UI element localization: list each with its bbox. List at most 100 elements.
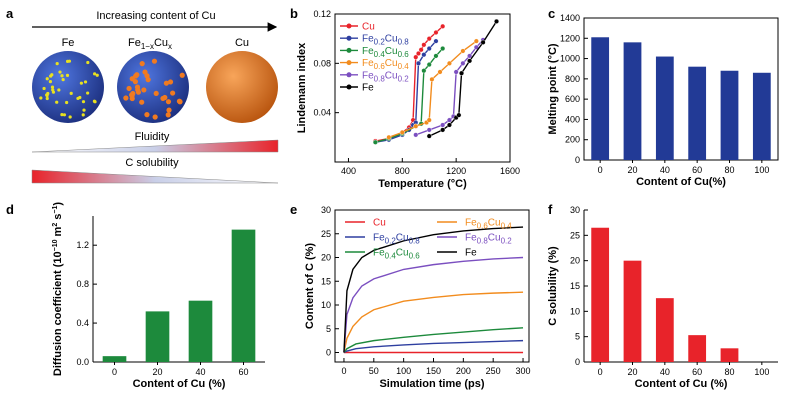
sphere-dot xyxy=(144,112,150,118)
chart-e-ytick-label: 0 xyxy=(326,348,331,358)
chart-b-point xyxy=(446,60,452,66)
chart-b-point xyxy=(440,23,446,29)
chart-d-panel-label: d xyxy=(6,202,14,217)
chart-c-bar xyxy=(720,70,739,160)
chart-f-xtick-label: 60 xyxy=(692,367,702,377)
chart-c-bar xyxy=(688,66,707,160)
chart-c-ytick-label: 400 xyxy=(565,114,580,124)
chart-f-ytick-label: 20 xyxy=(570,256,580,266)
chart-b-point xyxy=(446,122,452,128)
chart-b-point xyxy=(433,38,439,44)
chart-b-point xyxy=(386,134,392,140)
chart-b-point xyxy=(459,70,465,76)
sphere-dot xyxy=(177,99,183,105)
sphere-dot xyxy=(132,79,139,85)
sphere-dot xyxy=(151,58,158,64)
chart-b-legend-marker xyxy=(346,47,352,53)
chart-b-point xyxy=(433,30,439,36)
chart-e-legend-label: Fe0.2Cu0.8 xyxy=(373,233,420,246)
sphere-dot xyxy=(153,90,159,97)
sphere-dot xyxy=(152,114,158,120)
chart-b-series-line xyxy=(415,39,484,136)
sphere-dot xyxy=(179,72,185,78)
chart-b-legend-label: Fe xyxy=(362,83,374,94)
chart-c-bar xyxy=(655,56,674,160)
chart-f-xtick-label: 0 xyxy=(598,367,603,377)
chart-b-legend-label: Fe0.8Cu0.2 xyxy=(362,70,409,83)
sphere-cu-label: Cu xyxy=(235,37,249,49)
chart-b-point xyxy=(446,117,452,123)
chart-d-bar xyxy=(145,311,170,362)
sphere-dot xyxy=(48,80,53,84)
chart-c-xtick-label: 0 xyxy=(598,165,603,175)
chart-d-bar xyxy=(188,300,213,362)
sphere-dot xyxy=(45,77,49,81)
sphere-dot xyxy=(57,88,61,92)
sphere-dot xyxy=(95,73,99,77)
chart-b-legend-marker xyxy=(346,35,352,41)
chart-b-point xyxy=(426,36,432,42)
chart-d: d 0.0 0.4 0.8 1.2 0 20 40 60 Diffusion coefficien… xyxy=(6,202,265,390)
sphere-dot xyxy=(160,95,166,102)
chart-e-plot-frame xyxy=(334,209,530,363)
sphere-fecu xyxy=(117,51,189,123)
chart-b-point xyxy=(418,47,424,53)
sphere-dot xyxy=(79,81,83,85)
sphere-dot xyxy=(166,107,172,113)
chart-c-ytick-label: 1000 xyxy=(560,54,580,64)
chart-f-xtick-label: 80 xyxy=(724,367,734,377)
sphere-fe-label: Fe xyxy=(62,37,75,49)
fluidity-label: Fluidity xyxy=(135,131,170,143)
sphere-dot xyxy=(93,72,97,76)
chart-b-point xyxy=(456,112,462,118)
chart-e-legend-label: Fe0.6Cu0.4 xyxy=(465,218,512,231)
chart-e-xtick-label: 50 xyxy=(369,366,379,376)
sphere-dot xyxy=(62,113,67,117)
sphere-dot xyxy=(165,112,171,118)
chart-b-legend-label: Fe0.2Cu0.8 xyxy=(362,34,409,47)
sphere-dot xyxy=(126,85,132,92)
chart-e-ytick-label: 20 xyxy=(321,253,331,263)
chart-b-series-line xyxy=(428,21,498,137)
chart-c-xtick-label: 60 xyxy=(692,165,702,175)
chart-c-ytick-label: 600 xyxy=(565,94,580,104)
chart-b-plot-frame xyxy=(334,13,511,163)
chart-c-bar xyxy=(623,42,642,160)
chart-b-point xyxy=(421,42,427,48)
chart-b-point xyxy=(460,60,466,66)
chart-b-point xyxy=(426,127,432,133)
sphere-dot xyxy=(58,70,62,74)
chart-b-xtick-label: 800 xyxy=(395,166,410,176)
chart-f-ytick-label: 10 xyxy=(570,306,580,316)
sphere-dot xyxy=(42,86,46,91)
chart-e-xtick-label: 100 xyxy=(396,366,411,376)
sphere-dot xyxy=(51,88,55,92)
sphere-dot xyxy=(76,96,80,101)
chart-d-xtick-label: 40 xyxy=(195,367,205,377)
sphere-dot xyxy=(139,61,145,67)
chart-f-panel-label: f xyxy=(548,202,553,217)
sphere-fe-carbon-dots xyxy=(39,59,99,119)
chart-b-point xyxy=(440,127,446,133)
chart-f-xtick-label: 20 xyxy=(627,367,637,377)
chart-b-point xyxy=(415,60,421,66)
sphere-dot xyxy=(60,74,64,78)
chart-b-ytick-label: 0.12 xyxy=(313,9,331,19)
chart-b-point xyxy=(426,133,432,139)
chart-e-series-line xyxy=(343,256,524,353)
chart-b-point xyxy=(467,53,473,59)
chart-e-legend-label: Cu xyxy=(373,218,386,229)
chart-e-series-line xyxy=(343,327,524,353)
chart-f-ytick-label: 15 xyxy=(570,281,580,291)
sphere-dot xyxy=(123,95,129,101)
chart-b-point xyxy=(480,39,486,45)
chart-d-xlabel: Content of Cu (%) xyxy=(133,378,226,390)
chart-c-ylabel: Melting point (°C) xyxy=(547,43,559,134)
chart-e-legend-label: Fe0.4Cu0.6 xyxy=(373,248,420,261)
chart-b-legend-marker xyxy=(346,60,352,66)
sphere-dot xyxy=(81,100,86,104)
c-solubility-wedge xyxy=(31,169,279,184)
chart-b-point xyxy=(421,68,427,74)
chart-d-ylabel: Diffusion coefficient (10−10 m2 s−1) xyxy=(52,202,64,376)
chart-e-xtick-label: 0 xyxy=(341,366,346,376)
